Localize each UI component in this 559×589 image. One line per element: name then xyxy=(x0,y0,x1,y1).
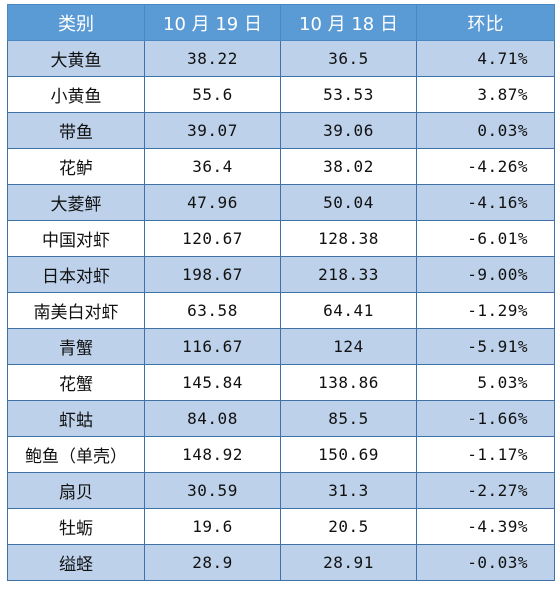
cell-price-oct19: 19.6 xyxy=(144,508,281,545)
table-row: 青蟹 116.67 124 -5.91% xyxy=(7,328,555,365)
cell-price-oct18: 31.3 xyxy=(280,472,417,509)
table-row: 花蟹 145.84 138.86 5.03% xyxy=(7,364,555,401)
cell-category: 虾蛄 xyxy=(7,400,145,437)
table-row: 鲍鱼（单壳） 148.92 150.69 -1.17% xyxy=(7,436,555,473)
cell-category: 中国对虾 xyxy=(7,220,145,257)
cell-change: -1.29% xyxy=(416,292,555,329)
cell-category: 小黄鱼 xyxy=(7,76,145,113)
header-change: 环比 xyxy=(416,4,555,41)
cell-price-oct19: 36.4 xyxy=(144,148,281,185)
cell-change: -1.66% xyxy=(416,400,555,437)
cell-price-oct19: 63.58 xyxy=(144,292,281,329)
cell-price-oct19: 148.92 xyxy=(144,436,281,473)
cell-price-oct18: 50.04 xyxy=(280,184,417,221)
cell-price-oct19: 120.67 xyxy=(144,220,281,257)
table-row: 扇贝 30.59 31.3 -2.27% xyxy=(7,472,555,509)
cell-category: 大黄鱼 xyxy=(7,40,145,77)
cell-price-oct18: 20.5 xyxy=(280,508,417,545)
cell-price-oct19: 55.6 xyxy=(144,76,281,113)
table-row: 虾蛄 84.08 85.5 -1.66% xyxy=(7,400,555,437)
cell-price-oct19: 47.96 xyxy=(144,184,281,221)
cell-change: 5.03% xyxy=(416,364,555,401)
cell-price-oct18: 38.02 xyxy=(280,148,417,185)
cell-category: 南美白对虾 xyxy=(7,292,145,329)
cell-price-oct18: 150.69 xyxy=(280,436,417,473)
cell-change: -5.91% xyxy=(416,328,555,365)
cell-price-oct18: 128.38 xyxy=(280,220,417,257)
cell-category: 带鱼 xyxy=(7,112,145,149)
cell-price-oct18: 85.5 xyxy=(280,400,417,437)
cell-price-oct18: 28.91 xyxy=(280,544,417,581)
cell-price-oct18: 218.33 xyxy=(280,256,417,293)
cell-category: 花鲈 xyxy=(7,148,145,185)
table-row: 小黄鱼 55.6 53.53 3.87% xyxy=(7,76,555,113)
cell-price-oct18: 39.06 xyxy=(280,112,417,149)
cell-change: -1.17% xyxy=(416,436,555,473)
table-body: 大黄鱼 38.22 36.5 4.71% 小黄鱼 55.6 53.53 3.87% 带鱼 39.0… xyxy=(7,40,555,581)
cell-price-oct19: 116.67 xyxy=(144,328,281,365)
table-row: 中国对虾 120.67 128.38 -6.01% xyxy=(7,220,555,257)
cell-change: -6.01% xyxy=(416,220,555,257)
cell-price-oct19: 198.67 xyxy=(144,256,281,293)
cell-category: 大菱鲆 xyxy=(7,184,145,221)
header-row: 类别 10 月 19 日 10 月 18 日 环比 xyxy=(7,4,555,41)
cell-category: 缢蛏 xyxy=(7,544,145,581)
cell-change: 4.71% xyxy=(416,40,555,77)
cell-price-oct19: 28.9 xyxy=(144,544,281,581)
cell-change: -0.03% xyxy=(416,544,555,581)
cell-price-oct19: 39.07 xyxy=(144,112,281,149)
cell-change: -9.00% xyxy=(416,256,555,293)
table-row: 大黄鱼 38.22 36.5 4.71% xyxy=(7,40,555,77)
cell-price-oct18: 124 xyxy=(280,328,417,365)
header-oct18: 10 月 18 日 xyxy=(280,4,417,41)
cell-category: 鲍鱼（单壳） xyxy=(7,436,145,473)
cell-price-oct19: 30.59 xyxy=(144,472,281,509)
cell-price-oct19: 145.84 xyxy=(144,364,281,401)
cell-category: 扇贝 xyxy=(7,472,145,509)
table-row: 花鲈 36.4 38.02 -4.26% xyxy=(7,148,555,185)
header-oct19: 10 月 19 日 xyxy=(144,4,281,41)
cell-change: -4.26% xyxy=(416,148,555,185)
table-row: 缢蛏 28.9 28.91 -0.03% xyxy=(7,544,555,581)
cell-price-oct18: 64.41 xyxy=(280,292,417,329)
cell-price-oct18: 36.5 xyxy=(280,40,417,77)
cell-change: 0.03% xyxy=(416,112,555,149)
cell-category: 牡蛎 xyxy=(7,508,145,545)
cell-change: -2.27% xyxy=(416,472,555,509)
cell-change: -4.39% xyxy=(416,508,555,545)
cell-category: 花蟹 xyxy=(7,364,145,401)
cell-category: 青蟹 xyxy=(7,328,145,365)
table-row: 日本对虾 198.67 218.33 -9.00% xyxy=(7,256,555,293)
header-category: 类别 xyxy=(7,4,145,41)
cell-price-oct19: 84.08 xyxy=(144,400,281,437)
cell-category: 日本对虾 xyxy=(7,256,145,293)
table-row: 牡蛎 19.6 20.5 -4.39% xyxy=(7,508,555,545)
cell-change: 3.87% xyxy=(416,76,555,113)
table-row: 大菱鲆 47.96 50.04 -4.16% xyxy=(7,184,555,221)
cell-price-oct18: 53.53 xyxy=(280,76,417,113)
cell-price-oct18: 138.86 xyxy=(280,364,417,401)
cell-change: -4.16% xyxy=(416,184,555,221)
price-comparison-table: 类别 10 月 19 日 10 月 18 日 环比 大黄鱼 38.22 36.5 4.… xyxy=(7,4,555,581)
table-row: 带鱼 39.07 39.06 0.03% xyxy=(7,112,555,149)
table-row: 南美白对虾 63.58 64.41 -1.29% xyxy=(7,292,555,329)
cell-price-oct19: 38.22 xyxy=(144,40,281,77)
